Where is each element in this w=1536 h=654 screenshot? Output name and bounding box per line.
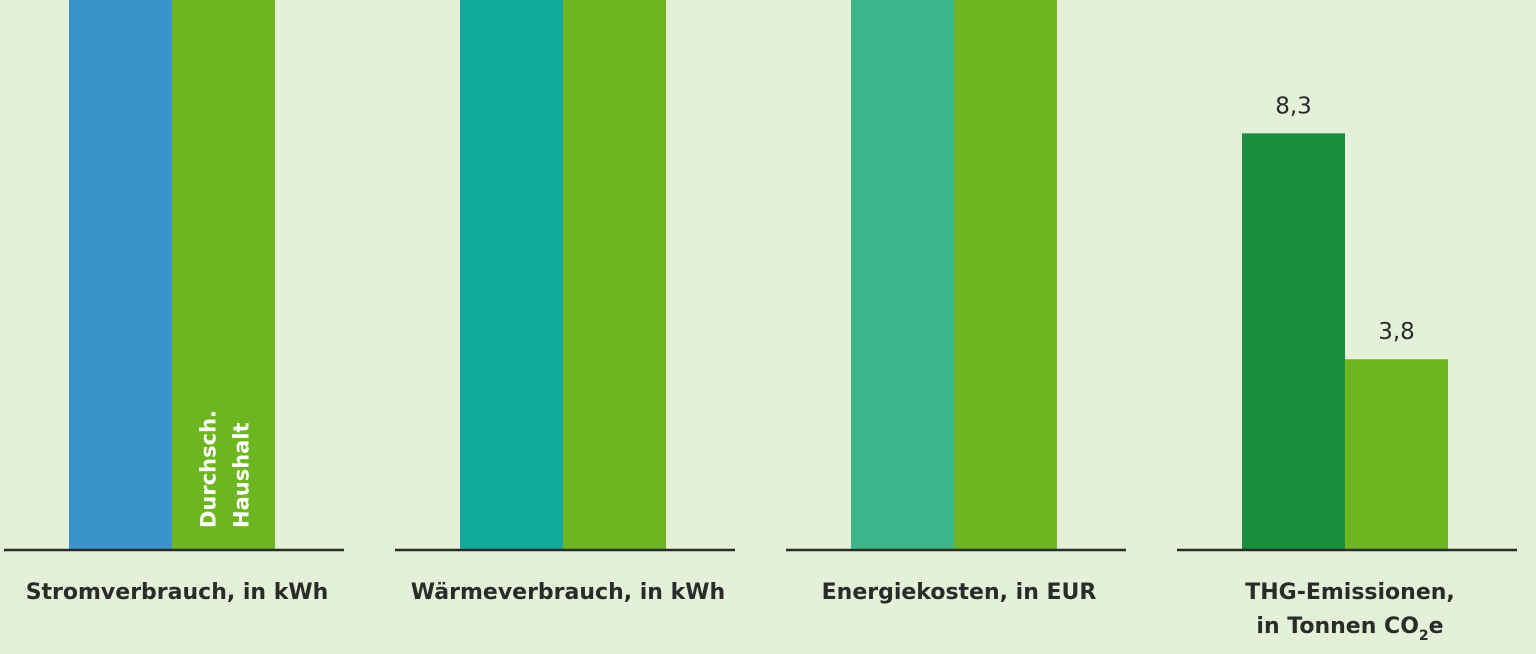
category-label-line2: in Tonnen CO2e [1256,614,1443,644]
bar-household [172,0,275,550]
chart-panel: 2.8871.301Energiekosten, in EUR [786,0,1126,605]
chart-panel: 8,3 3,8 THG-Emissionen, in Tonnen CO2e [1177,93,1517,644]
bar-value-label: 3,8 [1378,319,1415,345]
bar-household [563,0,666,550]
category-label: Energiekosten, in EUR [822,580,1097,605]
household-legend-label: Durchsch. Haushalt [197,410,254,528]
category-label: Wärmeverbrauch, in kWh [411,580,725,605]
chart-panel: 25.00012.403Wärmeverbrauch, in kWh [395,0,735,605]
bar-project [1242,133,1345,550]
bar-project [851,0,954,550]
category-label-subscript: 2 [1419,628,1429,644]
category-label: Stromverbrauch, in kWh [26,580,329,605]
bar-household [954,0,1057,550]
household-legend-line: Haushalt [230,422,254,528]
chart-panel: 7.8003.190Durchsch.HaushaltStromverbrauc… [4,0,344,605]
household-legend-line: Durchsch. [197,410,221,528]
category-label-part: in Tonnen CO [1256,614,1418,639]
bar-project [69,0,172,550]
category-label-part: e [1429,614,1444,639]
category-label: THG-Emissionen, [1245,580,1455,605]
bar-household [1345,359,1448,550]
bar-value-label: 8,3 [1275,93,1312,119]
bar-project [460,0,563,550]
